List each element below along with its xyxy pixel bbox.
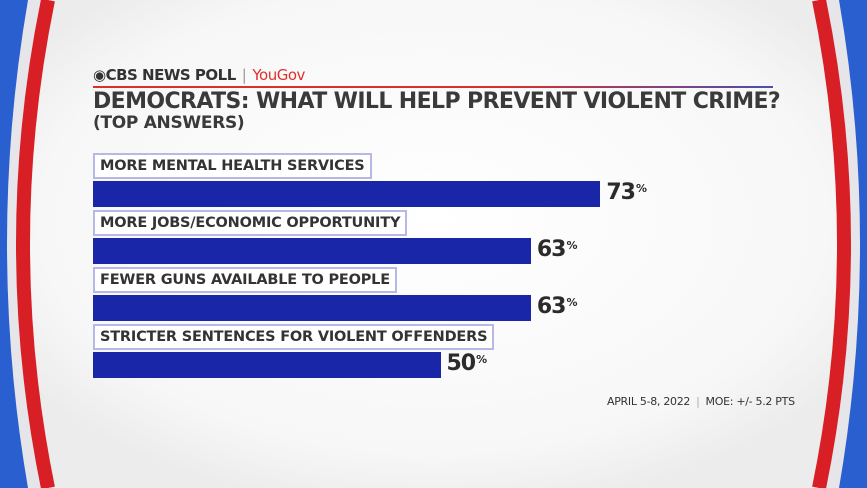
bar [93, 181, 601, 207]
red-ring-left [16, 0, 55, 488]
value-suffix: % [566, 239, 577, 252]
chart-subtitle: (TOP ANSWERS) [93, 113, 245, 133]
footer-separator: | [696, 395, 700, 408]
footer: APRIL 5-8, 2022 | MOE: +/- 5.2 PTS [607, 395, 795, 408]
value-number: 50 [446, 351, 477, 376]
partner-name: YouGov [252, 66, 305, 84]
value-label: 63% [536, 294, 578, 319]
brand-separator: | [241, 66, 247, 84]
value-suffix: % [566, 296, 577, 309]
bar-label: MORE MENTAL HEALTH SERVICES [93, 153, 372, 179]
poll-date: APRIL 5-8, 2022 [607, 395, 691, 408]
header-rule [93, 86, 773, 88]
brand-header: ◉CBS NEWS POLL | YouGov [93, 66, 305, 84]
red-ring-right [812, 0, 851, 488]
network-name: CBS NEWS POLL [105, 66, 237, 84]
value-label: 73% [606, 180, 647, 205]
bar [93, 295, 531, 321]
value-suffix: % [635, 182, 647, 195]
chart-title: DEMOCRATS: WHAT WILL HELP PREVENT VIOLEN… [93, 89, 781, 114]
bar [93, 352, 441, 378]
margin-of-error: MOE: +/- 5.2 PTS [705, 395, 796, 408]
value-number: 73 [606, 180, 636, 205]
value-number: 63 [536, 237, 567, 262]
bar-label: MORE JOBS/ECONOMIC OPPORTUNITY [93, 210, 408, 236]
cbs-eye-icon: ◉ [93, 66, 106, 84]
value-suffix: % [476, 353, 487, 366]
value-label: 63% [536, 237, 578, 262]
value-label: 50% [446, 351, 488, 376]
bar [93, 238, 531, 264]
value-number: 63 [536, 294, 567, 319]
bar-label: FEWER GUNS AVAILABLE TO PEOPLE [93, 267, 397, 293]
bar-label: STRICTER SENTENCES FOR VIOLENT OFFENDERS [93, 324, 495, 350]
